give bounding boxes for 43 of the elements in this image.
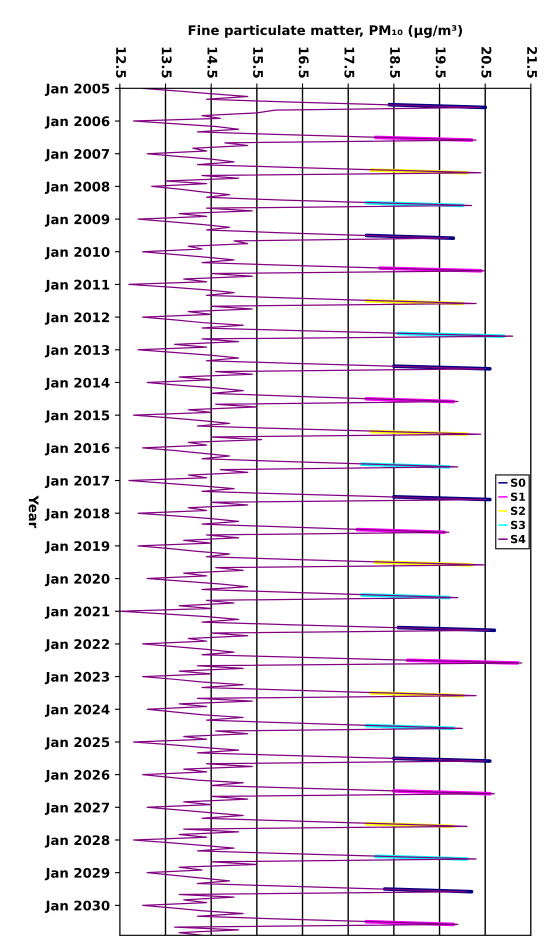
- x-tick-label: 12.5: [116, 48, 126, 78]
- x-tick-label: 17.5: [344, 48, 354, 78]
- y-tick-label: Jan 2028: [44, 835, 110, 848]
- y-tick-label: Jan 2030: [44, 900, 110, 913]
- x-tick-label: 16.5: [298, 48, 309, 78]
- y-tick-label: Jan 2023: [44, 672, 110, 684]
- x-tick-label: 19.5: [436, 48, 446, 78]
- y-tick-label: Jan 2009: [44, 214, 110, 227]
- y-tick-label: Jan 2012: [44, 312, 109, 325]
- y-tick-label: Jan 2016: [44, 443, 110, 456]
- legend-label: S1: [510, 492, 526, 501]
- y-tick-label: Jan 2025: [44, 737, 110, 750]
- x-tick-label: 20.5: [481, 47, 492, 78]
- y-tick-label: Jan 2029: [44, 868, 110, 880]
- y-tick-label: Jan 2024: [44, 704, 110, 717]
- y-tick-label: Jan 2026: [44, 770, 110, 782]
- x-tick-label: 21.5: [527, 47, 538, 78]
- x-tick-label: 18.5: [390, 48, 400, 78]
- y-tick-label: Jan 2022: [44, 639, 109, 652]
- legend-label: S4: [510, 534, 526, 544]
- legend-label: S3: [510, 520, 525, 530]
- y-tick-label: Jan 2015: [44, 410, 110, 423]
- y-tick-label: Jan 2011: [44, 280, 110, 292]
- y-tick-label: Jan 2019: [44, 541, 110, 554]
- y-tick-label: Jan 2014: [44, 378, 110, 390]
- y-axis-title: Year: [28, 495, 39, 528]
- legend-label: S0: [510, 478, 526, 487]
- legend-label: S2: [510, 506, 525, 516]
- x-axis-title: Fine particulate matter, PM₁₀ (μg/m³): [188, 24, 462, 38]
- y-tick-label: Jan 2006: [44, 116, 110, 129]
- y-tick-label: Jan 2005: [44, 84, 110, 96]
- y-tick-label: Jan 2021: [44, 606, 110, 619]
- y-tick-label: Jan 2013: [44, 345, 110, 358]
- y-tick-label: Jan 2008: [44, 182, 110, 194]
- y-tick-label: Jan 2010: [44, 246, 110, 260]
- y-tick-label: Jan 2017: [44, 476, 110, 488]
- y-tick-label: Jan 2027: [44, 802, 110, 815]
- x-tick-label: 15.5: [253, 48, 263, 78]
- x-tick-label: 13.5: [162, 48, 172, 78]
- y-tick-label: Jan 2007: [44, 148, 110, 162]
- y-tick-label: Jan 2020: [44, 574, 110, 586]
- y-tick-label: Jan 2018: [44, 508, 110, 521]
- x-tick-label: 14.5: [207, 48, 218, 78]
